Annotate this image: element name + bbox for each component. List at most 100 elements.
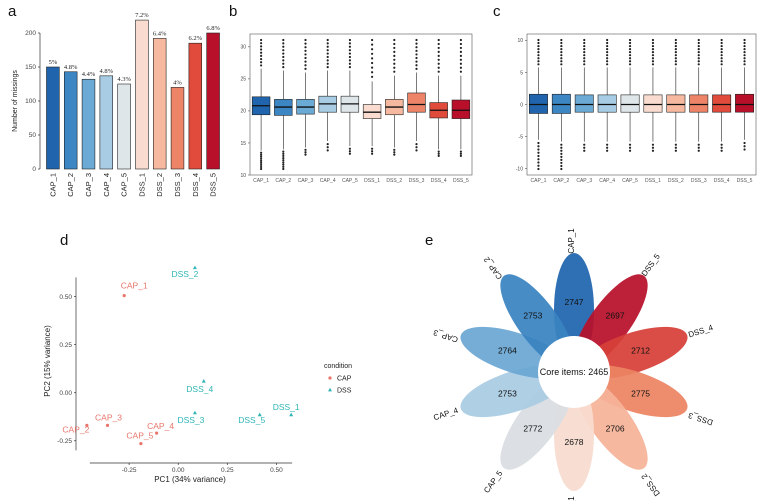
outlier-point — [537, 63, 540, 66]
outlier-point — [651, 63, 655, 66]
outlier-point — [348, 152, 351, 155]
outlier-point — [560, 38, 563, 42]
outlier-point — [628, 51, 632, 54]
boxplot-normalized-intensity: -10 -5 0 5 10 CAP_1 CAP_2 CAP_3 CAP_4 CAP_5 DSS_1 D… — [516, 33, 757, 184]
outlier-point — [560, 158, 563, 161]
x-category-label: DSS_1 — [137, 173, 146, 197]
outlier-point — [437, 54, 440, 57]
y-tick-label: 200 — [25, 30, 36, 37]
outlier-point — [720, 60, 723, 63]
outlier-point — [459, 42, 462, 46]
outlier-point — [348, 49, 351, 52]
outlier-point — [697, 146, 700, 149]
y-tick-label: 20 — [240, 109, 246, 115]
outlier-point — [674, 149, 677, 152]
outlier-point — [628, 60, 632, 63]
outlier-point — [720, 63, 723, 66]
outlier-point — [437, 70, 440, 73]
x-category-label: CAP_5 — [622, 178, 638, 184]
outlier-point — [743, 141, 746, 145]
outlier-point — [415, 64, 418, 67]
x-category-label: DSS_4 — [714, 178, 730, 184]
boxplot-raw-intensity: 10 15 20 25 30 CAP_1 CAP_2 CAP_3 CAP_4 CAP_5 DSS_1… — [240, 33, 473, 184]
outlier-point — [326, 52, 329, 55]
outlier-point — [651, 149, 655, 152]
outlier-point — [371, 57, 374, 60]
outlier-point — [348, 38, 351, 42]
outlier-point — [393, 58, 396, 61]
outlier-point — [371, 38, 374, 42]
outlier-point — [326, 66, 329, 69]
outlier-point — [583, 48, 586, 51]
bar-data-label: 4.3% — [117, 76, 131, 83]
y-tick-label: 0.50 — [59, 294, 72, 301]
outlier-point — [583, 149, 586, 152]
outlier-point — [560, 51, 563, 54]
legend-swatch-cap — [328, 376, 332, 380]
y-tick-label: 15 — [240, 141, 246, 147]
petal-count: 2775 — [631, 389, 650, 399]
outlier-point — [651, 146, 655, 149]
outlier-point — [304, 38, 307, 42]
outlier-point — [697, 38, 700, 42]
box-cap-5 — [620, 94, 640, 113]
outlier-point — [393, 50, 396, 53]
outlier-point — [583, 41, 586, 45]
x-tick-label: 0.25 — [221, 467, 234, 474]
outlier-point — [282, 59, 285, 62]
panel-label-a: a — [8, 3, 17, 20]
outlier-point — [606, 48, 609, 51]
outlier-point — [348, 62, 351, 65]
outlier-point — [560, 155, 563, 158]
outlier-point — [537, 54, 540, 57]
bar-data-label: 7.2% — [135, 12, 149, 19]
outlier-point — [348, 52, 351, 55]
outlier-point — [393, 46, 396, 50]
petal-label: CAP_3 — [432, 328, 459, 345]
outlier-point — [606, 44, 609, 48]
outlier-point — [606, 60, 609, 63]
outlier-point — [371, 61, 374, 65]
bar-dss-4 — [188, 42, 203, 170]
outlier-point — [674, 51, 677, 54]
box-cap-4 — [597, 94, 617, 113]
outlier-point — [537, 141, 540, 145]
outlier-point — [304, 56, 307, 60]
x-category-label: DSS_2 — [155, 173, 164, 197]
x-category-label: CAP_4 — [599, 178, 615, 184]
outlier-point — [371, 66, 374, 69]
outlier-point — [304, 60, 307, 63]
outlier-point — [282, 55, 285, 59]
outlier-point — [560, 152, 563, 155]
outlier-point — [697, 41, 700, 45]
outlier-point — [628, 63, 632, 66]
outlier-point — [393, 54, 396, 57]
panel-label-c: c — [493, 3, 501, 20]
bar-cap-4 — [99, 75, 114, 170]
point-dss-4 — [201, 378, 206, 383]
point-cap-3 — [105, 423, 110, 427]
box-dss-5 — [451, 99, 471, 119]
outlier-point — [459, 70, 462, 73]
petal-count: 2706 — [606, 424, 625, 434]
outlier-point — [606, 63, 609, 66]
point-label: DSS_1 — [273, 402, 300, 412]
outlier-point — [326, 143, 329, 146]
outlier-point — [651, 57, 655, 60]
outlier-point — [537, 41, 540, 45]
x-category-label: CAP_3 — [576, 178, 592, 184]
petal-label: DSS_5 — [640, 252, 663, 278]
bar-data-label: 4.8% — [100, 68, 114, 75]
outlier-point — [260, 161, 263, 164]
point-dss-3 — [192, 410, 197, 415]
outlier-point — [282, 167, 285, 171]
outlier-point — [437, 50, 440, 53]
x-tick-label: 0.00 — [172, 467, 185, 474]
outlier-point — [606, 149, 609, 152]
outlier-point — [674, 48, 677, 51]
outlier-point — [583, 44, 586, 48]
outlier-point — [537, 145, 540, 148]
outlier-point — [674, 38, 677, 42]
panel-label-d: d — [60, 232, 68, 249]
outlier-point — [415, 49, 418, 52]
